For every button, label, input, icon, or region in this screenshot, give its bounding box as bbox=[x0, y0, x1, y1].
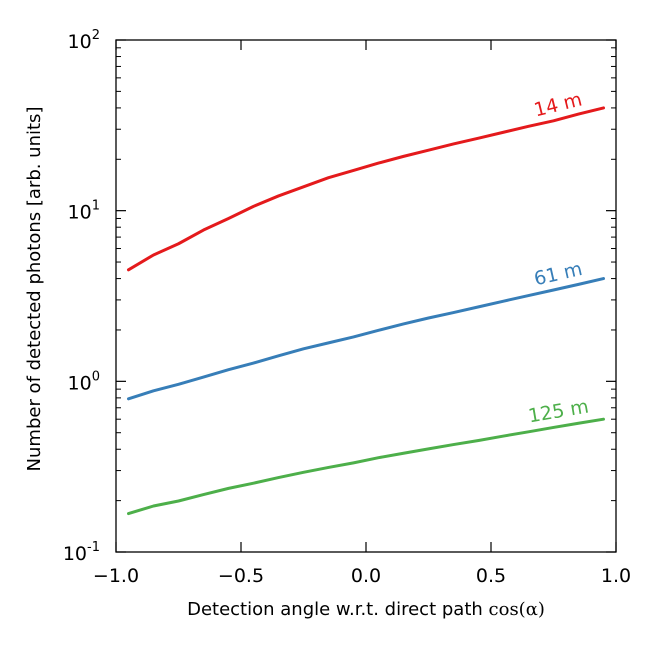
x-axis-label: Detection angle w.r.t. direct path cos(α… bbox=[187, 599, 545, 620]
series-line-1 bbox=[127, 277, 605, 401]
y-axis-label: Number of detected photons [arb. units] bbox=[24, 107, 45, 472]
x-axis-label-math: cos(α) bbox=[489, 599, 545, 620]
series-line-0 bbox=[127, 106, 605, 272]
x-axis-label-text: Detection angle w.r.t. direct path bbox=[187, 599, 483, 620]
axis-ticks: −1.0 −0.5 0.0 0.5 1.0 10-1 100 101 102 bbox=[63, 28, 631, 587]
x-tick-label-0: −1.0 bbox=[93, 565, 139, 587]
x-tick-label-4: 1.0 bbox=[601, 565, 631, 587]
x-tick-label-2: 0.0 bbox=[351, 565, 381, 587]
y-tick-label-3: 102 bbox=[68, 28, 100, 53]
y-tick-label-2: 101 bbox=[68, 199, 100, 224]
x-tick-label-1: −0.5 bbox=[218, 565, 264, 587]
y-tick-label-1: 100 bbox=[68, 369, 100, 394]
y-tick-label-0: 10-1 bbox=[63, 540, 100, 565]
x-tick-label-3: 0.5 bbox=[476, 565, 506, 587]
series-line-2 bbox=[127, 417, 605, 516]
